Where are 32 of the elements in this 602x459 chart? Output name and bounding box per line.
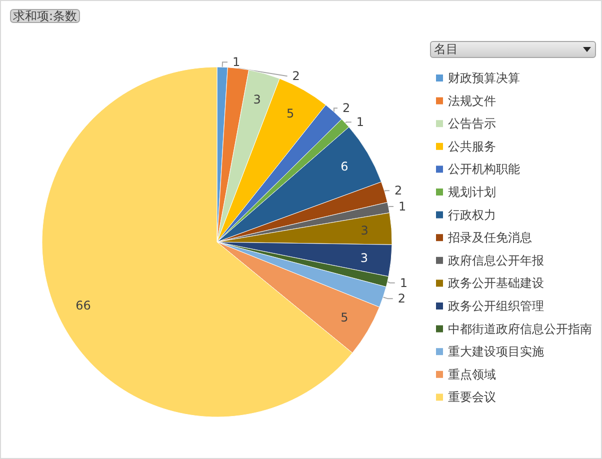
data-label: 5 <box>340 310 348 324</box>
data-label: 3 <box>360 224 368 238</box>
legend-label: 重大建设项目实施 <box>448 344 544 359</box>
data-label: 2 <box>394 184 402 198</box>
legend-label: 重点领域 <box>448 367 496 382</box>
legend-label: 政务公开基础建设 <box>448 276 544 290</box>
legend-label: 中都街道政府信息公开指南 <box>448 322 592 336</box>
data-label: 66 <box>76 298 91 312</box>
data-label: 1 <box>398 200 406 214</box>
data-label: 2 <box>398 292 406 306</box>
data-label: 3 <box>253 92 261 107</box>
data-label: 2 <box>292 69 300 84</box>
legend-label: 招录及任免消息 <box>447 230 532 245</box>
legend-label: 财政预算决算 <box>448 71 520 85</box>
legend-title: 名目 <box>434 42 458 56</box>
legend-label: 重要会议 <box>448 390 496 404</box>
legend-label: 公开机构职能 <box>448 162 520 176</box>
legend-label: 政府信息公开年报 <box>448 253 544 268</box>
legend-label: 政务公开组织管理 <box>448 299 544 313</box>
legend-label: 公共服务 <box>448 139 496 154</box>
data-label: 5 <box>286 106 294 120</box>
data-label: 1 <box>356 115 364 130</box>
legend-label: 公告告示 <box>448 116 496 131</box>
data-label: 2 <box>342 101 350 116</box>
data-label: 3 <box>360 250 368 265</box>
data-label: 6 <box>340 160 348 174</box>
legend-label: 规划计划 <box>448 185 496 199</box>
legend-label: 法规文件 <box>448 94 496 108</box>
chart-title: 求和项:条数 <box>13 9 78 23</box>
legend-label: 行政权力 <box>448 208 496 222</box>
data-label: 1 <box>232 55 240 70</box>
data-label: 1 <box>400 276 408 290</box>
